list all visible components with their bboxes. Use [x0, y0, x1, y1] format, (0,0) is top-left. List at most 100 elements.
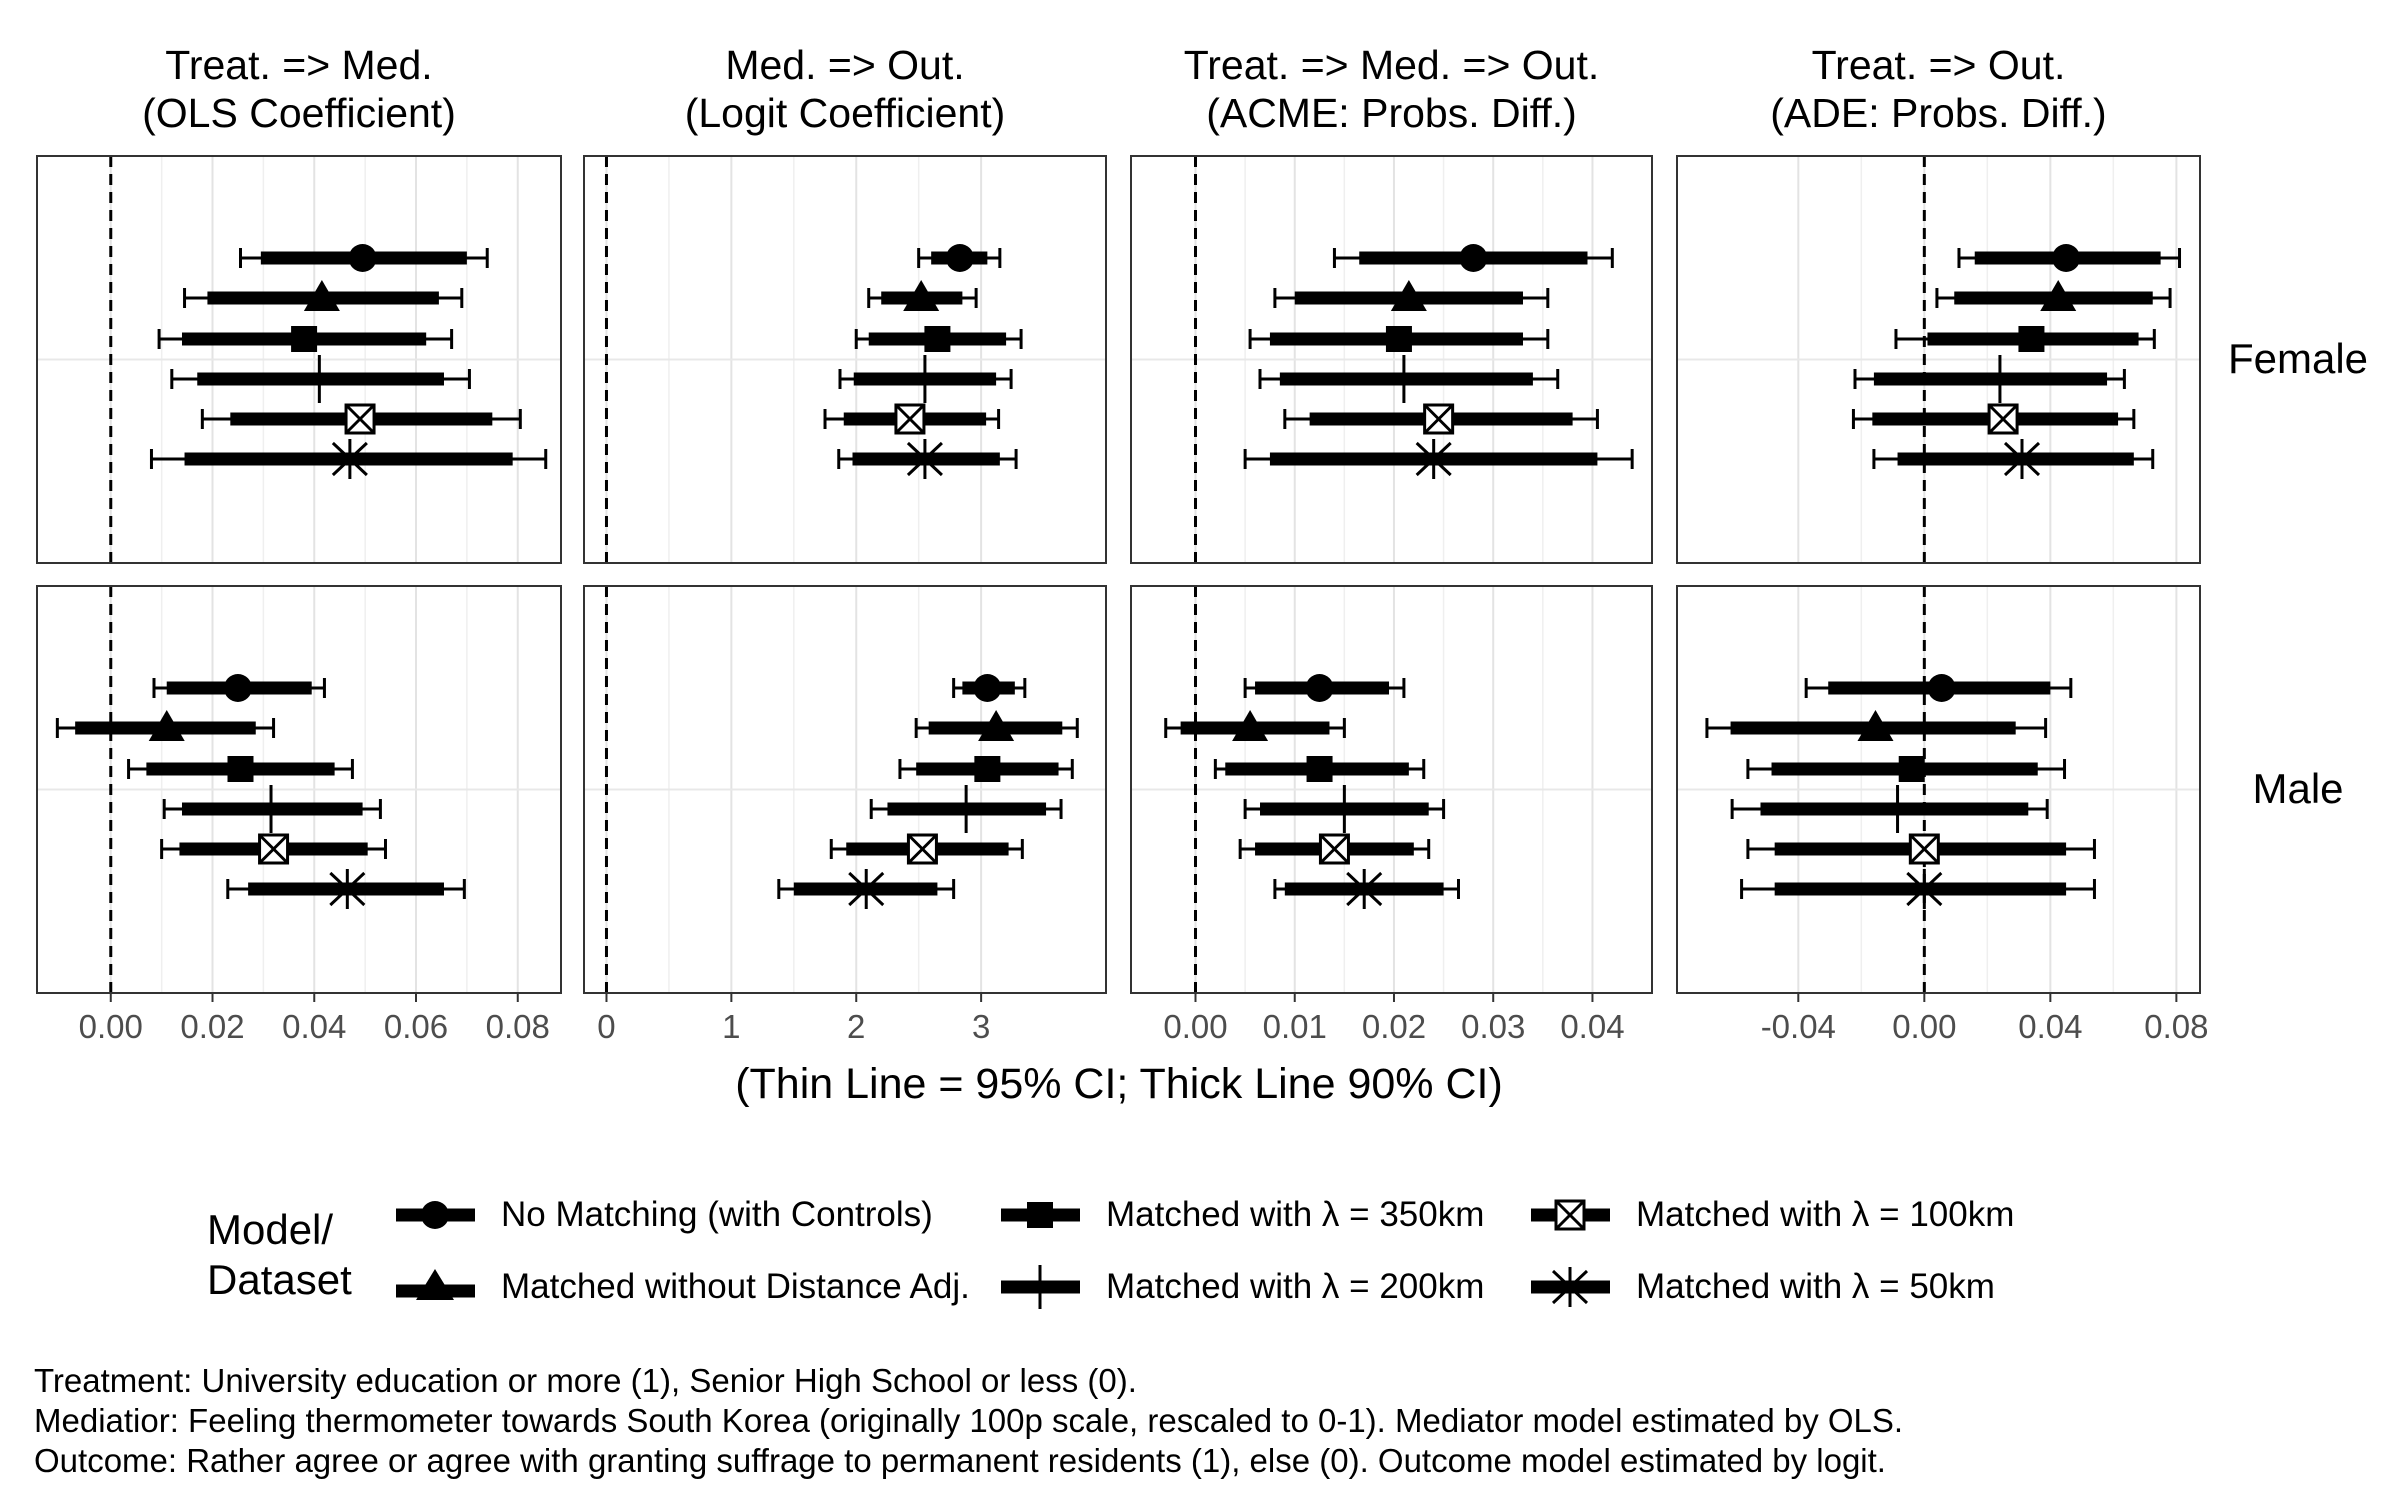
- tick-label: 0.08: [2144, 1008, 2208, 1045]
- point-circle: [348, 244, 377, 272]
- row-label-female: Female: [2228, 335, 2368, 382]
- column-title-line2: (Logit Coefficient): [685, 90, 1006, 136]
- point-triangle: [1232, 710, 1269, 741]
- legend-title-line2: Dataset: [207, 1256, 352, 1303]
- legend-label: Matched with λ = 350km: [1106, 1195, 1485, 1234]
- legend-title-line1: Model/: [207, 1206, 334, 1253]
- point-circle: [1459, 244, 1488, 272]
- point-asterisk: [906, 441, 943, 477]
- legend-key-asterisk: [1531, 1267, 1610, 1307]
- point-asterisk: [1415, 441, 1452, 477]
- panel-border: [36, 155, 562, 564]
- point-asterisk: [2003, 441, 2041, 477]
- point-asterisk: [848, 871, 885, 907]
- point-asterisk: [1346, 871, 1383, 907]
- tick-label: 0: [597, 1008, 615, 1045]
- point-square-x-diag: [894, 403, 925, 435]
- point-square: [974, 756, 1001, 782]
- panel-border: [1676, 155, 2201, 564]
- tick-label: 0.00: [79, 1008, 143, 1045]
- tick-label: 0.06: [384, 1008, 448, 1045]
- legend-key-square: [1001, 1202, 1080, 1228]
- row-label-male: Male: [2252, 765, 2343, 812]
- column-title-line1: Med. => Out.: [725, 42, 964, 88]
- tick-label: 0.02: [180, 1008, 244, 1045]
- point-square-x-diag: [1909, 833, 1940, 865]
- legend-label: Matched with λ = 100km: [1636, 1195, 2015, 1234]
- legend-label: Matched with λ = 50km: [1636, 1267, 1995, 1306]
- point-circle: [1305, 674, 1334, 702]
- point-circle: [2052, 244, 2081, 272]
- tick-label: 3: [972, 1008, 990, 1045]
- panel-female-2: [1130, 155, 1653, 564]
- legend-item-without-distance: Matched without Distance Adj.: [388, 1257, 970, 1317]
- point-square: [1385, 326, 1412, 352]
- point-square: [924, 326, 951, 352]
- tick-label: 0.00: [1892, 1008, 1956, 1045]
- point-square-x-diag: [1319, 833, 1350, 865]
- point-square-x-diag: [258, 833, 289, 865]
- point-square-x-diag: [907, 833, 938, 865]
- legend-item-no-matching: No Matching (with Controls): [388, 1185, 933, 1245]
- panel-border: [1676, 585, 2201, 994]
- point-circle: [223, 674, 252, 702]
- legend-key-square-x: [1531, 1199, 1610, 1231]
- point-asterisk: [329, 871, 366, 907]
- point-circle: [973, 674, 1002, 702]
- point-triangle: [903, 280, 940, 311]
- panel-female-0: [36, 155, 562, 564]
- tick-label: 0.00: [1163, 1008, 1227, 1045]
- tick-label: 0.02: [1362, 1008, 1426, 1045]
- legend-item-100km: Matched with λ = 100km: [1523, 1185, 2014, 1245]
- column-title-line1: Treat. => Med.: [165, 42, 432, 88]
- column-title-line1: Treat. => Out.: [1812, 42, 2066, 88]
- point-square: [227, 756, 254, 782]
- point-triangle: [1857, 710, 1894, 741]
- tick-label: 2: [847, 1008, 865, 1045]
- legend-label: No Matching (with Controls): [501, 1195, 933, 1234]
- panel-border: [583, 585, 1107, 994]
- panel-border: [583, 155, 1107, 564]
- tick-label: -0.04: [1761, 1008, 1836, 1045]
- note-mediator: Mediatior: Feeling thermometer towards S…: [34, 1402, 1904, 1439]
- point-circle: [1927, 674, 1956, 702]
- point-square-x-diag: [1988, 403, 2019, 435]
- tick-label: 0.04: [2018, 1008, 2082, 1045]
- panel-border: [1130, 155, 1653, 564]
- point-square: [291, 326, 318, 352]
- tick-label: 1: [722, 1008, 740, 1045]
- tick-label: 0.04: [282, 1008, 346, 1045]
- legend-item-50km: Matched with λ = 50km: [1523, 1257, 1995, 1317]
- legend-key-plus: [1001, 1265, 1080, 1309]
- note-treatment: Treatment: University education or more …: [34, 1362, 1137, 1399]
- point-square-x-diag: [1423, 403, 1454, 435]
- panel-male-2: [1130, 585, 1653, 1002]
- point-square-x-diag: [344, 403, 376, 435]
- legend-item-200km: Matched with λ = 200km: [993, 1257, 1484, 1317]
- point-triangle: [303, 280, 340, 311]
- point-square: [1306, 756, 1333, 782]
- legend-label: Matched without Distance Adj.: [501, 1267, 970, 1306]
- panel-female-1: [583, 155, 1107, 564]
- panel-female-3: [1676, 155, 2201, 564]
- column-title-line2: (OLS Coefficient): [142, 90, 456, 136]
- point-circle: [945, 244, 974, 272]
- point-asterisk: [1906, 871, 1943, 907]
- panel-male-0: [36, 585, 562, 1002]
- point-asterisk: [331, 441, 368, 477]
- point-square: [1898, 756, 1925, 782]
- legend-key-circle: [396, 1201, 475, 1229]
- note-outcome: Outcome: Rather agree or agree with gran…: [34, 1442, 1886, 1479]
- column-title-line2: (ACME: Probs. Diff.): [1206, 90, 1577, 136]
- point-square: [2018, 326, 2045, 352]
- panel-male-3: [1676, 585, 2201, 1002]
- column-title-line1: Treat. => Med. => Out.: [1184, 42, 1600, 88]
- tick-label: 0.04: [1560, 1008, 1624, 1045]
- point-triangle: [978, 710, 1015, 741]
- legend-title: Model/ Dataset: [207, 1205, 352, 1305]
- legend-label: Matched with λ = 200km: [1106, 1267, 1485, 1306]
- point-triangle: [2040, 280, 2077, 311]
- panel-male-1: [583, 585, 1107, 1002]
- panel-border: [1130, 585, 1653, 994]
- tick-label: 0.03: [1461, 1008, 1525, 1045]
